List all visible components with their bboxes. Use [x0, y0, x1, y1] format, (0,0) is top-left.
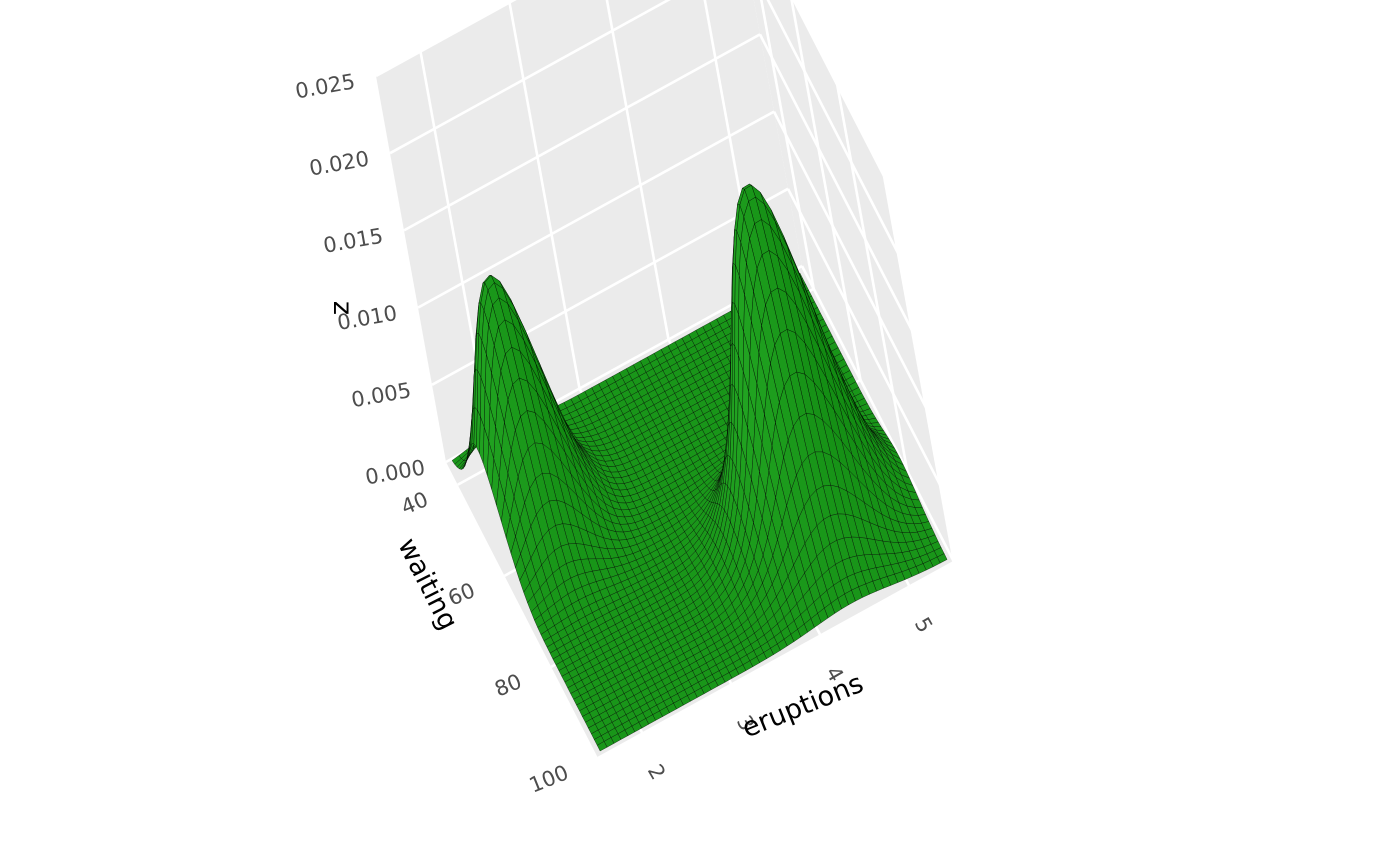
gridline-side-y	[835, 84, 909, 472]
surface-mesh	[451, 183, 948, 752]
x-tick-label: 5	[910, 613, 937, 637]
gridline-side-z	[786, 188, 942, 486]
gridline-back-z	[375, 0, 517, 78]
gridline-side-z	[772, 111, 928, 409]
gridline-side-z	[800, 265, 956, 563]
x-axis-title: eruptions	[738, 668, 868, 745]
gridline-side-z	[766, 0, 900, 254]
gridline-side-y	[882, 175, 956, 563]
surface-facet	[732, 301, 736, 347]
z-tick-label: 0.020	[307, 146, 370, 180]
side-pane	[753, 0, 954, 562]
y-tick-label: 40	[398, 487, 432, 519]
x-tick-label: 2	[643, 760, 670, 784]
z-tick-label: 0.015	[321, 224, 384, 258]
gridline-back-x	[605, 0, 670, 340]
gridline-side-z	[792, 0, 886, 177]
gridline-side-y	[760, 0, 815, 290]
surface-facet	[731, 342, 736, 389]
gridline-side-z	[758, 33, 914, 331]
z-tick-label: 0.000	[363, 455, 426, 489]
surface-facet	[596, 741, 608, 752]
z-tick-label: 0.005	[349, 378, 412, 412]
z-axis-title: z	[327, 301, 358, 315]
y-tick-label: 100	[526, 760, 572, 797]
gridline-floor-y	[597, 560, 955, 760]
y-tick-label: 80	[491, 669, 525, 701]
gridline-back-z	[389, 0, 671, 155]
z-tick-label: 0.025	[293, 69, 356, 103]
gridline-back-z	[417, 110, 775, 309]
gridline-back-z	[403, 33, 761, 232]
gridline-back-x	[508, 2, 581, 389]
gridline-side-y	[790, 0, 862, 381]
